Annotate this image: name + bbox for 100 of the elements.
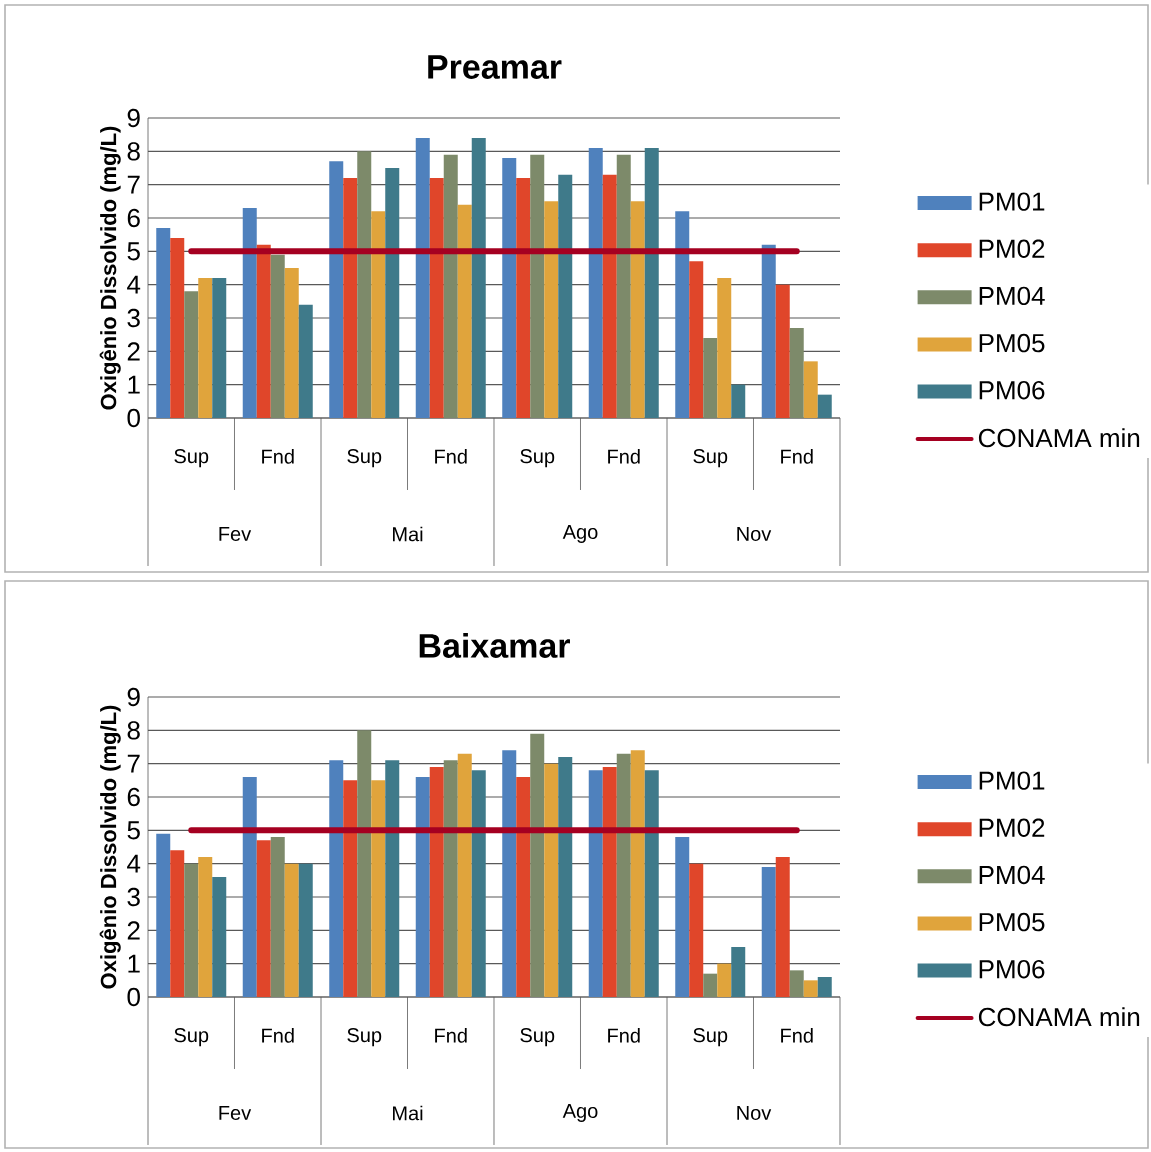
bar — [703, 338, 718, 418]
bar — [675, 837, 690, 997]
x-tick-label: Sup — [693, 1028, 728, 1047]
legend-label: CONAMA min — [978, 1007, 1140, 1027]
text: Nov — [737, 527, 772, 541]
y-tick-label: 9 — [127, 108, 140, 128]
bar — [602, 174, 617, 418]
bar — [817, 977, 832, 997]
bar — [156, 228, 171, 418]
bar — [775, 284, 790, 418]
text: Fev — [219, 527, 252, 541]
bar — [761, 244, 776, 418]
chart-title: Baixamar — [419, 632, 571, 658]
legend-label: PM04 — [979, 865, 1045, 885]
bar — [817, 394, 832, 418]
y-tick-label: 7 — [127, 754, 140, 773]
bar — [471, 770, 486, 997]
bar — [284, 268, 299, 418]
y-tick-label: 9 — [127, 687, 140, 707]
bar — [731, 384, 746, 418]
bar — [630, 750, 645, 997]
bar — [616, 154, 631, 418]
bar — [298, 863, 313, 997]
bar — [170, 238, 185, 418]
bar — [471, 138, 486, 418]
bar — [212, 278, 227, 418]
bar — [530, 154, 545, 418]
legend-label: CONAMA min — [978, 428, 1140, 448]
y-tick-label: 4 — [127, 275, 141, 294]
y-tick-label: 8 — [127, 721, 140, 740]
legend-label: PM01 — [979, 771, 1045, 790]
bar — [775, 857, 790, 997]
bar — [198, 857, 213, 997]
x-tick-label: Sup — [174, 1028, 209, 1047]
bar — [803, 361, 818, 418]
bar — [156, 833, 171, 997]
bar — [644, 770, 659, 997]
x-tick-label: Fnd — [435, 1028, 467, 1043]
bar — [516, 178, 531, 418]
bar — [256, 840, 271, 997]
bar — [717, 963, 732, 997]
bar — [803, 980, 818, 997]
bar — [516, 777, 531, 997]
bar — [530, 733, 545, 997]
y-tick-label: 1 — [128, 954, 140, 973]
bar — [198, 278, 213, 418]
y-tick-label: 2 — [127, 921, 140, 940]
bar — [731, 947, 746, 997]
y-tick-label: 0 — [127, 987, 141, 1007]
bar — [644, 148, 659, 418]
x-tick-label: Fnd — [608, 449, 640, 464]
x-tick-label: Fnd — [608, 1028, 640, 1043]
legend-label: PM02 — [979, 818, 1045, 837]
x-tick-label: Fnd — [262, 1028, 294, 1043]
bar — [761, 867, 776, 997]
x-tick-label: Fnd — [781, 449, 813, 464]
bar — [298, 304, 313, 418]
y-tick-label: 3 — [127, 308, 140, 328]
y-axis-title: Oxigênio Dissolvido (mg/L) — [99, 126, 121, 410]
bar — [717, 278, 732, 418]
bar — [284, 863, 299, 997]
bar — [170, 850, 185, 997]
bar — [544, 201, 559, 418]
x-tick-label: Sup — [347, 1028, 382, 1047]
bar — [184, 291, 199, 418]
y-tick-label: 5 — [127, 821, 140, 840]
bar — [602, 767, 617, 997]
x-tick-label: Sup — [520, 1028, 555, 1047]
bar — [343, 178, 358, 418]
text: Fev — [219, 1106, 252, 1120]
y-axis-title: Oxigênio Dissolvido (mg/L) — [99, 705, 121, 989]
y-tick-label: 8 — [127, 142, 140, 161]
x-tick-label: Fnd — [262, 449, 294, 464]
bar — [558, 757, 573, 997]
legend-label: PM05 — [979, 912, 1045, 932]
legend-label: PM05 — [979, 333, 1045, 353]
legend-label: PM06 — [979, 960, 1045, 979]
y-tick-label: 3 — [127, 887, 140, 907]
bar — [212, 877, 227, 997]
y-tick-label: 2 — [127, 342, 140, 361]
bar — [270, 254, 285, 418]
bar — [789, 328, 804, 418]
text: Ago — [562, 525, 598, 543]
text: Nov — [737, 1106, 772, 1120]
bar — [371, 780, 386, 997]
bar — [415, 777, 430, 997]
text: Mai — [393, 526, 423, 542]
bar — [357, 151, 372, 418]
bar — [502, 158, 517, 418]
bar — [385, 760, 400, 997]
y-tick-label: 6 — [127, 208, 140, 228]
bar — [457, 204, 472, 418]
bar — [256, 244, 271, 418]
bar — [184, 863, 199, 997]
bar — [588, 770, 603, 997]
bar — [371, 211, 386, 418]
bar — [675, 211, 690, 418]
bar — [343, 780, 358, 997]
y-tick-label: 6 — [127, 787, 140, 807]
x-tick-label: Sup — [174, 449, 209, 468]
